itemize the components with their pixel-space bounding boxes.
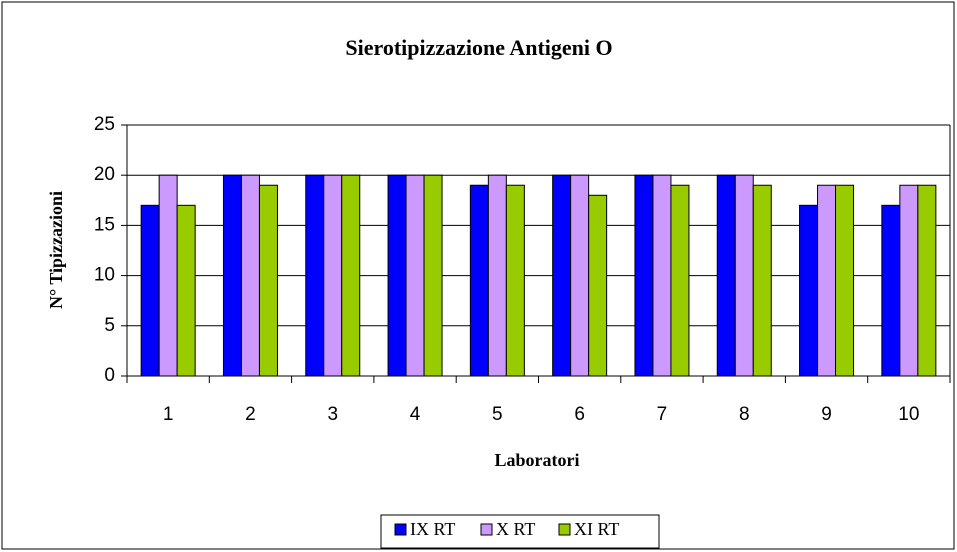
bar bbox=[899, 184, 919, 377]
legend-label: X RT bbox=[496, 519, 535, 539]
x-tick-label: 10 bbox=[898, 404, 919, 425]
x-tick-label: 6 bbox=[574, 404, 585, 425]
bar bbox=[734, 174, 754, 377]
bar bbox=[570, 174, 590, 377]
bar bbox=[917, 184, 937, 377]
x-tick-label: 1 bbox=[163, 404, 174, 425]
y-tick-label: 0 bbox=[104, 365, 115, 386]
x-axis-label: Laboratori bbox=[495, 450, 580, 470]
y-tick-label: 5 bbox=[104, 315, 115, 336]
y-tick-label: 10 bbox=[94, 265, 115, 286]
y-tick-label: 15 bbox=[94, 214, 115, 235]
legend-swatch bbox=[480, 523, 493, 536]
bar bbox=[487, 174, 507, 377]
bar bbox=[752, 184, 772, 377]
x-tick-label: 9 bbox=[821, 404, 832, 425]
chart-title: Sierotipizzazione Antigeni O bbox=[345, 35, 612, 60]
x-tick-label: 8 bbox=[739, 404, 750, 425]
bar bbox=[817, 184, 837, 377]
legend-label: XI RT bbox=[574, 519, 619, 539]
x-tick-label: 3 bbox=[327, 404, 338, 425]
bar bbox=[387, 174, 407, 377]
x-tick-label: 5 bbox=[492, 404, 503, 425]
bar bbox=[799, 204, 819, 377]
bar bbox=[176, 204, 196, 377]
x-tick-label: 2 bbox=[245, 404, 256, 425]
bar bbox=[716, 174, 736, 377]
y-tick-label: 20 bbox=[94, 164, 115, 185]
y-axis-label: N° Tipizzazioni bbox=[46, 191, 66, 309]
bar bbox=[158, 174, 178, 377]
legend-swatch bbox=[394, 523, 407, 536]
bar bbox=[634, 174, 654, 377]
bar bbox=[835, 184, 855, 377]
bar bbox=[881, 204, 901, 377]
bar bbox=[423, 174, 443, 377]
legend-label: IX RT bbox=[410, 519, 455, 539]
bar bbox=[341, 174, 361, 377]
bar bbox=[652, 174, 672, 377]
x-tick-label: 7 bbox=[657, 404, 668, 425]
bar bbox=[405, 174, 425, 377]
bar bbox=[552, 174, 572, 377]
legend-swatch bbox=[558, 523, 571, 536]
bar bbox=[258, 184, 278, 377]
legend-box bbox=[380, 514, 660, 549]
bar bbox=[588, 194, 608, 377]
x-tick-label: 4 bbox=[410, 404, 421, 425]
y-tick-label: 25 bbox=[94, 114, 115, 135]
bar bbox=[323, 174, 343, 377]
bar bbox=[670, 184, 690, 377]
bar bbox=[240, 174, 260, 377]
bar bbox=[469, 184, 489, 377]
bar bbox=[305, 174, 325, 377]
bar bbox=[222, 174, 242, 377]
bar bbox=[140, 204, 160, 377]
bar bbox=[505, 184, 525, 377]
